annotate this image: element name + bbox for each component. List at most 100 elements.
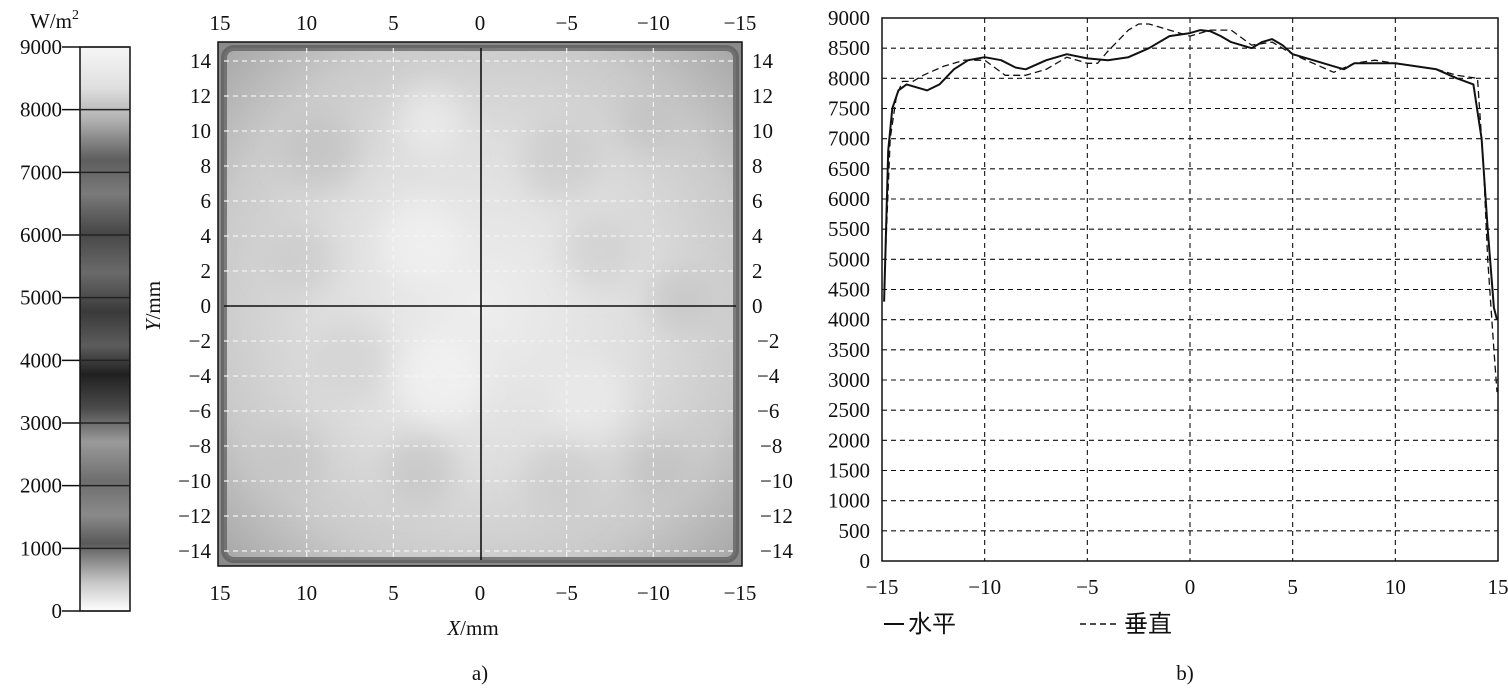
heatmap-top-tick-label: 0 [475, 11, 486, 35]
line-chart-y-tick-label: 1000 [828, 489, 870, 513]
heatmap-left-tick-label: −4 [189, 364, 212, 388]
colorbar-tick-label: 0 [52, 599, 63, 623]
colorbar-tick-label: 2000 [20, 474, 62, 498]
heatmap-grid [224, 48, 736, 560]
heatmap-bottom-tick-label: −5 [555, 581, 577, 605]
colorbar-tick-label: 9000 [20, 35, 62, 59]
line-chart-y-tick-label: 5500 [828, 217, 870, 241]
line-chart-x-tick-label: 15 [1488, 575, 1508, 599]
heatmap-bottom-tick-label: 15 [210, 581, 231, 605]
line-chart-y-tick-label: 7000 [828, 127, 870, 151]
line-chart-y-tick-label: 3000 [828, 368, 870, 392]
heatmap-left-tick-label: −10 [178, 469, 211, 493]
line-chart-y-tick-label: 3500 [828, 338, 870, 362]
heatmap-left-tick-label: −14 [178, 539, 211, 563]
line-chart-y-tick-label: 5000 [828, 247, 870, 271]
heatmap-right-tick-label: 4 [752, 224, 763, 248]
heatmap-bottom-tick-label: 10 [296, 581, 317, 605]
heatmap-texture [256, 86, 712, 518]
panel-a-label: a) [472, 661, 488, 685]
heatmap-top-tick-label: −15 [724, 11, 757, 35]
colorbar-strip [79, 46, 131, 612]
heatmap-left-tick-label: 6 [201, 189, 212, 213]
heatmap-right-tick-label: 10 [752, 119, 773, 143]
heatmap-bottom-tick-label: 5 [388, 581, 399, 605]
heatmap-right-tick-label: 0 [752, 294, 763, 318]
heatmap-right-tick-label: 8 [752, 154, 763, 178]
heatmap-top-tick-label: −5 [555, 11, 577, 35]
heatmap-left-tick-label: 12 [190, 84, 211, 108]
heatmap-top-tick-label: −10 [637, 11, 670, 35]
heatmap-left-tick-label: −8 [189, 434, 211, 458]
heatmap-right-tick-label: −14 [760, 539, 793, 563]
heatmap-right-tick-label: 14 [752, 49, 774, 73]
line-chart-y-tick-label: 0 [860, 549, 871, 573]
heatmap-ylabel: Y/mm [141, 281, 165, 331]
line-chart-y-tick-label: 6500 [828, 157, 870, 181]
heatmap-top-tick-label: 10 [296, 11, 317, 35]
colorbar-unit: W/m2 [30, 8, 79, 33]
line-chart-y-tick-label: 1500 [828, 459, 870, 483]
heatmap-ticks: 15 15 10 10 5 5 0 0 −5 −5 −10 −10 −15 −15 14 14 12 12 10 10… [178, 11, 793, 605]
colorbar-tick-label: 3000 [20, 411, 62, 435]
heatmap-bottom-tick-label: 0 [475, 581, 486, 605]
heatmap-xlabel: X/mm [446, 616, 498, 640]
heatmap-left-tick-label: 8 [201, 154, 212, 178]
legend-label-horizontal: 水平 [908, 611, 956, 638]
line-chart-y-tick-label: 7500 [828, 97, 870, 121]
heatmap-bottom-tick-label: −15 [724, 581, 757, 605]
heatmap-right-tick-label: −6 [757, 399, 779, 423]
line-chart-x-tick-label: −15 [866, 575, 899, 599]
heatmap-right-tick-label: −8 [760, 434, 782, 458]
line-chart-x-tick-label: 0 [1185, 575, 1196, 599]
colorbar-tick-label: 8000 [20, 98, 62, 122]
heatmap-bottom-tick-label: −10 [637, 581, 670, 605]
colorbar-tick-label: 6000 [20, 223, 62, 247]
heatmap-left-tick-label: 0 [201, 294, 212, 318]
colorbar: W/m2 9000 8000 7000 6000 5000 4000 3000 2000 100… [20, 8, 131, 623]
heatmap-top-tick-label: 5 [388, 11, 399, 35]
heatmap-left-tick-label: 10 [190, 119, 211, 143]
heatmap-right-tick-label: −12 [760, 504, 793, 528]
colorbar-ticks: 9000 8000 7000 6000 5000 4000 3000 2000 1000 0 [20, 35, 130, 623]
line-chart-y-tick-label: 9000 [828, 6, 870, 30]
line-chart-y-tick-label: 500 [839, 519, 871, 543]
heatmap-left-tick-label: −6 [189, 399, 211, 423]
line-chart-y-tick-label: 4500 [828, 278, 870, 302]
legend: 水平 垂直 [884, 611, 1172, 638]
heatmap-right-tick-label: −2 [757, 329, 779, 353]
heatmap-left-tick-label: 4 [201, 224, 212, 248]
heatmap-right-tick-label: −4 [757, 364, 780, 388]
line-chart-y-tick-label: 2500 [828, 398, 870, 422]
heatmap-right-tick-label: 12 [752, 84, 773, 108]
heatmap-left-tick-label: −12 [178, 504, 211, 528]
legend-label-vertical: 垂直 [1124, 611, 1172, 638]
line-chart-y-tick-label: 6000 [828, 187, 870, 211]
series-line-vertical [883, 23, 1498, 393]
line-chart-panel: −15 −10 −5 0 5 10 15 9000 8500 8000 7500 7000 6500 60… [828, 6, 1508, 685]
heatmap-top-tick-label: 15 [210, 11, 231, 35]
colorbar-tick-label: 7000 [20, 160, 62, 184]
heatmap-left-tick-label: 14 [190, 49, 212, 73]
heatmap-panel: 15 15 10 10 5 5 0 0 −5 −5 −10 −10 −15 −15 14 14 12 12 10 10… [141, 11, 793, 685]
line-chart-y-tick-label: 8000 [828, 66, 870, 90]
heatmap-right-tick-label: 6 [752, 189, 763, 213]
line-chart-x-tick-label: −5 [1076, 575, 1098, 599]
line-chart-y-tick-label: 2000 [828, 428, 870, 452]
heatmap-left-tick-label: 2 [201, 259, 212, 283]
line-chart-y-tick-label: 4000 [828, 308, 870, 332]
line-chart-x-tick-label: 5 [1287, 575, 1298, 599]
colorbar-tick-label: 4000 [20, 348, 62, 372]
line-chart-y-tick-label: 8500 [828, 36, 870, 60]
line-chart-x-tick-label: 10 [1385, 575, 1406, 599]
heatmap-right-tick-label: 2 [752, 259, 763, 283]
line-chart-x-tick-label: −10 [968, 575, 1001, 599]
heatmap-left-tick-label: −2 [189, 329, 211, 353]
colorbar-tick-label: 5000 [20, 286, 62, 310]
colorbar-tick-label: 1000 [20, 536, 62, 560]
panel-b-label: b) [1176, 661, 1194, 685]
heatmap-right-tick-label: −10 [760, 469, 793, 493]
line-chart-ticks: −15 −10 −5 0 5 10 15 9000 8500 8000 7500 7000 6500 60… [828, 6, 1508, 599]
line-chart-grid [882, 18, 1498, 561]
